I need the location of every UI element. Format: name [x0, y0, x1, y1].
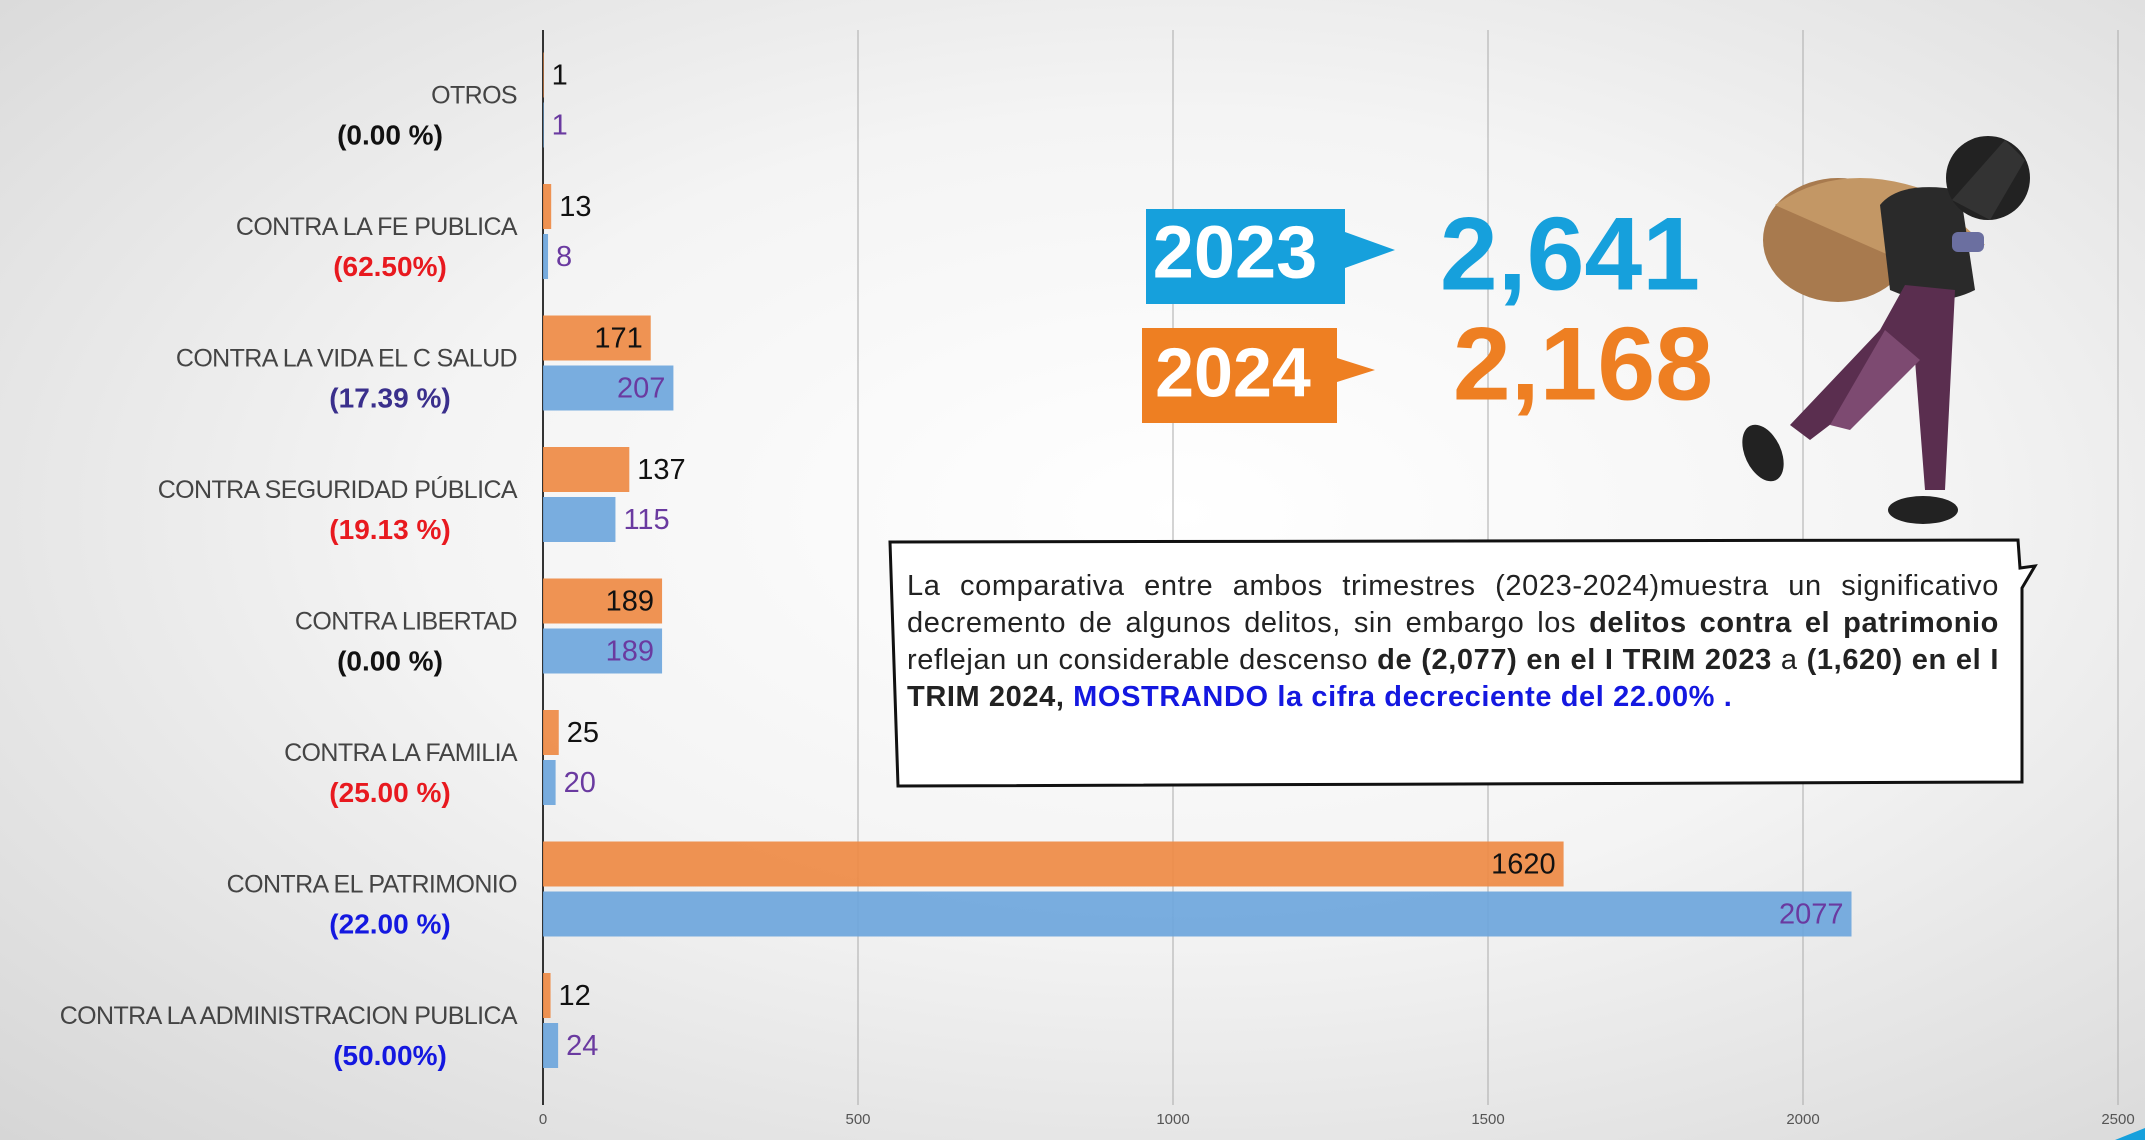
bar	[543, 891, 1852, 937]
bar	[543, 973, 551, 1018]
note-run: reflejan un considerable descenso	[907, 644, 1378, 676]
year-box-2023: 2023 2,641	[1146, 196, 1700, 312]
category-percent: (0.00 %)	[337, 645, 443, 676]
category-label: CONTRA LA ADMINISTRACION PUBLICA	[60, 1002, 518, 1030]
x-tick-label: 1000	[1156, 1111, 1189, 1128]
bar	[543, 365, 674, 411]
category-percent: (22.00 %)	[329, 908, 450, 939]
value-label: 1	[552, 60, 568, 92]
category-percent: (0.00 %)	[337, 119, 443, 150]
value-label: 137	[637, 454, 685, 486]
x-tick-label: 2000	[1786, 1111, 1819, 1128]
category-label: OTROS	[431, 82, 517, 110]
total-label: 2,641	[1440, 196, 1700, 312]
bar-chart: 0 500 1000 1500 2000 2500 OTROS (0.00 %) 1 1 CONTR…	[60, 30, 2135, 1128]
value-label: 171	[594, 323, 642, 355]
year-label: 2024	[1155, 333, 1311, 411]
bar	[543, 184, 552, 229]
bar	[543, 52, 544, 98]
value-label: 25	[567, 717, 599, 749]
value-label: 115	[623, 504, 669, 536]
value-label: 189	[606, 636, 654, 668]
note-run: MOSTRANDO la cifra decreciente del 22.00…	[1073, 681, 1733, 713]
note-text: La comparativa entre ambos trimestres (2…	[897, 550, 2015, 776]
bar	[543, 760, 556, 805]
category-label: CONTRA EL PATRIMONIO	[227, 871, 517, 899]
note-run: La comparativa entre ambos trimestres (2…	[907, 570, 1999, 639]
category-label: CONTRA SEGURIDAD PÚBLICA	[158, 475, 518, 504]
x-tick-label: 500	[845, 1111, 870, 1128]
bar	[543, 628, 663, 674]
category-label: CONTRA LIBERTAD	[295, 608, 517, 636]
value-label: 2077	[1779, 899, 1844, 931]
bar	[543, 1023, 559, 1068]
value-label: 20	[564, 767, 596, 799]
bar	[543, 841, 1564, 887]
year-box-2024: 2024 2,168	[1142, 306, 1713, 423]
value-label: 1620	[1491, 849, 1556, 881]
value-label: 12	[559, 980, 591, 1012]
bar	[543, 710, 559, 755]
category-percent: (62.50%)	[333, 251, 447, 282]
value-label: 24	[566, 1030, 598, 1062]
value-label: 13	[559, 191, 591, 223]
note-run: delitos contra el patrimonio	[1589, 607, 1999, 639]
category-label: CONTRA LA FAMILIA	[284, 739, 518, 767]
category-label: CONTRA LA FE PUBLICA	[236, 213, 518, 241]
year-label: 2023	[1153, 211, 1318, 294]
total-label: 2,168	[1453, 306, 1713, 422]
bar	[543, 102, 544, 148]
note-box	[888, 538, 2038, 788]
category-percent: (50.00%)	[333, 1040, 447, 1071]
bar	[543, 497, 616, 542]
value-label: 207	[617, 373, 665, 405]
note-run: de (2,077) en el I TRIM 2023	[1377, 644, 1772, 676]
x-tick-label: 2500	[2101, 1111, 2134, 1128]
note-run: (1,620) en el I TRIM 2024,	[907, 644, 1999, 713]
x-tick-label: 0	[539, 1111, 547, 1128]
corner-decoration	[2115, 1128, 2145, 1140]
bar	[543, 578, 663, 624]
category-percent: (17.39 %)	[329, 382, 450, 413]
bar	[543, 315, 651, 361]
value-label: 1	[552, 110, 568, 142]
category-label: CONTRA LA VIDA EL C SALUD	[176, 345, 517, 373]
x-tick-label: 1500	[1471, 1111, 1504, 1128]
category-percent: (25.00 %)	[329, 777, 450, 808]
bar	[543, 234, 549, 279]
category-percent: (19.13 %)	[329, 514, 450, 545]
value-label: 189	[606, 586, 654, 618]
bar	[543, 447, 630, 492]
value-label: 8	[556, 241, 572, 273]
thief-illustration	[1742, 136, 2030, 524]
note-run: a	[1771, 644, 1807, 676]
